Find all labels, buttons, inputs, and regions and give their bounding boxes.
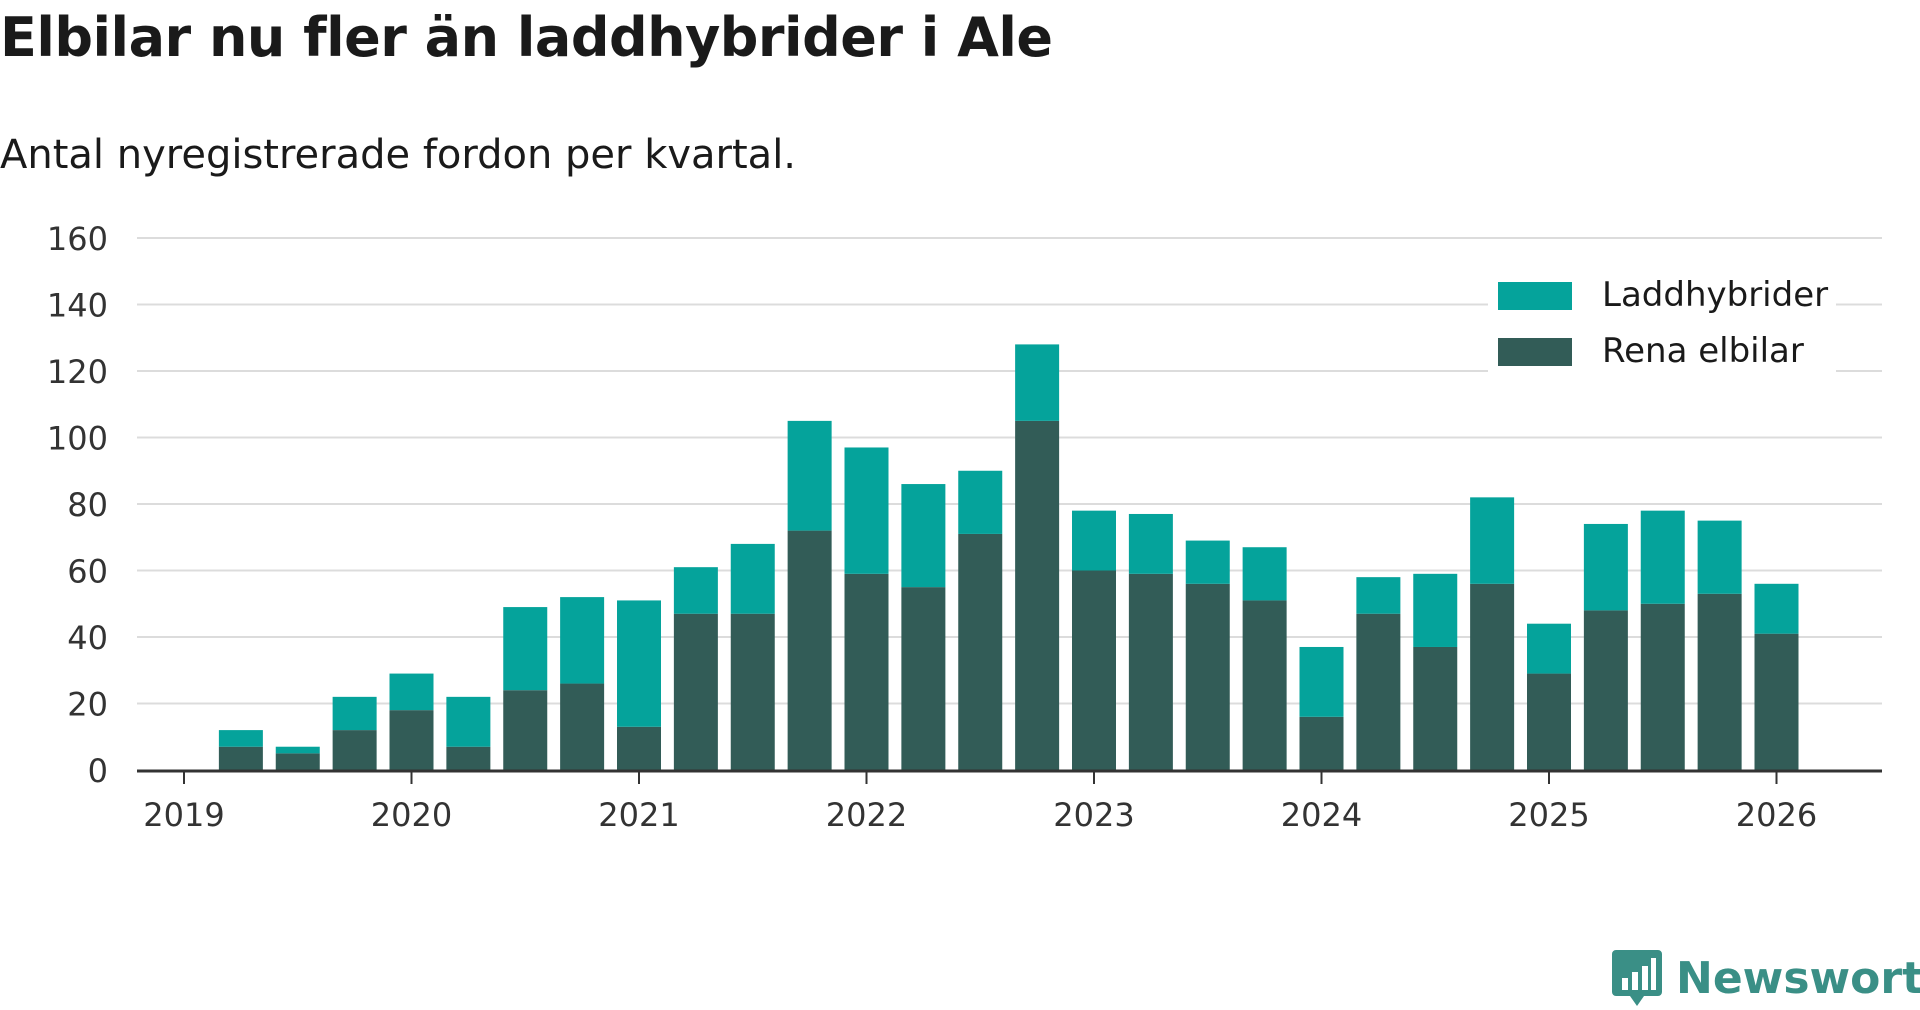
x-tick-label: 2020	[371, 796, 452, 834]
legend-label: Laddhybrider	[1602, 275, 1828, 315]
bar-laddhybrider	[1583, 523, 1628, 611]
bar-laddhybrider	[1527, 623, 1571, 674]
bar-rena-elbilar	[332, 730, 377, 770]
brand-logo: Newsworthy	[1612, 948, 1920, 1008]
bar-laddhybrider	[1128, 513, 1173, 574]
bar-laddhybrider	[1299, 646, 1344, 717]
brand-name: Newsworthy	[1676, 952, 1920, 1004]
y-axis-ticks: 0 20 40 60 80 100 120 140 160	[47, 220, 108, 790]
y-tick-label: 0	[88, 752, 108, 790]
chart-title: Elbilar nu fler än laddhybrider i Ale	[0, 6, 1053, 69]
bar-laddhybrider	[1015, 344, 1060, 421]
bar-rena-elbilar	[901, 587, 946, 770]
bar-laddhybrider	[1185, 540, 1230, 584]
x-tick-label: 2021	[598, 796, 679, 834]
bar-laddhybrider	[958, 470, 1003, 534]
bar-laddhybrider	[730, 543, 775, 614]
x-tick-label: 2026	[1736, 796, 1817, 834]
bar-laddhybrider	[1470, 497, 1515, 584]
newsworthy-logo-icon	[1612, 950, 1662, 1006]
bar-laddhybrider	[673, 567, 718, 614]
bar-laddhybrider	[218, 730, 263, 747]
bar-rena-elbilar	[1470, 583, 1515, 770]
x-tick-label: 2023	[1053, 796, 1134, 834]
y-tick-label: 140	[47, 287, 108, 325]
bar-rena-elbilar	[1697, 593, 1742, 770]
legend-swatch	[1498, 338, 1572, 366]
bar-laddhybrider	[1413, 573, 1458, 647]
legend-swatch	[1498, 282, 1572, 310]
bar-rena-elbilar	[503, 690, 548, 770]
bar-laddhybrider	[1697, 520, 1742, 594]
x-tick-label: 2022	[826, 796, 907, 834]
bar-rena-elbilar	[730, 613, 775, 770]
bar-laddhybrider	[844, 447, 889, 574]
bar-laddhybrider	[1072, 510, 1116, 571]
bar-rena-elbilar	[617, 726, 661, 770]
y-tick-label: 100	[47, 420, 108, 458]
bar-laddhybrider	[1640, 510, 1685, 604]
bar-rena-elbilar	[1356, 613, 1401, 770]
bar-laddhybrider	[1356, 577, 1401, 614]
bar-rena-elbilar	[218, 746, 263, 770]
x-axis: 2019 2020 2021 2022 2023 2024 2025 2026	[137, 769, 1882, 834]
bar-rena-elbilar	[1583, 610, 1628, 770]
bar-laddhybrider	[503, 607, 548, 691]
chart-subtitle: Antal nyregistrerade fordon per kvartal.	[0, 132, 797, 178]
bar-rena-elbilar	[1299, 716, 1344, 770]
bar-rena-elbilar	[1128, 573, 1173, 770]
bar-laddhybrider	[901, 484, 946, 588]
bar-laddhybrider	[332, 696, 377, 731]
y-tick-label: 20	[67, 686, 108, 724]
bar-laddhybrider	[446, 696, 491, 747]
x-tick-label: 2024	[1281, 796, 1362, 834]
bar-laddhybrider	[389, 673, 434, 711]
bar-laddhybrider	[617, 600, 661, 727]
y-tick-label: 60	[67, 553, 108, 591]
bar-rena-elbilar	[958, 533, 1003, 770]
y-tick-label: 40	[67, 619, 108, 657]
legend-label: Rena elbilar	[1602, 331, 1804, 371]
bar-rena-elbilar	[1072, 570, 1116, 770]
bar-rena-elbilar	[446, 746, 491, 770]
bar-rena-elbilar	[1527, 673, 1571, 770]
bar-rena-elbilar	[1242, 600, 1287, 770]
bar-laddhybrider	[1754, 583, 1799, 634]
bar-laddhybrider	[1242, 547, 1287, 601]
legend: Laddhybrider Rena elbilar	[1488, 262, 1836, 384]
bar-rena-elbilar	[1754, 633, 1799, 770]
bar-rena-elbilar	[787, 530, 832, 770]
y-tick-label: 160	[47, 220, 108, 258]
bar-laddhybrider	[787, 420, 832, 531]
bars	[218, 344, 1799, 770]
bar-rena-elbilar	[560, 683, 605, 770]
bar-rena-elbilar	[673, 613, 718, 770]
bar-rena-elbilar	[1413, 646, 1458, 770]
bar-rena-elbilar	[1640, 603, 1685, 770]
bar-rena-elbilar	[275, 753, 320, 770]
bar-rena-elbilar	[389, 710, 434, 770]
bar-rena-elbilar	[1015, 420, 1060, 770]
bar-laddhybrider	[560, 597, 605, 684]
x-tick-label: 2019	[143, 796, 224, 834]
bar-rena-elbilar	[844, 573, 889, 770]
x-tick-label: 2025	[1508, 796, 1589, 834]
bar-laddhybrider	[275, 746, 320, 754]
bar-rena-elbilar	[1185, 583, 1230, 770]
y-tick-label: 80	[67, 486, 108, 524]
y-tick-label: 120	[47, 353, 108, 391]
